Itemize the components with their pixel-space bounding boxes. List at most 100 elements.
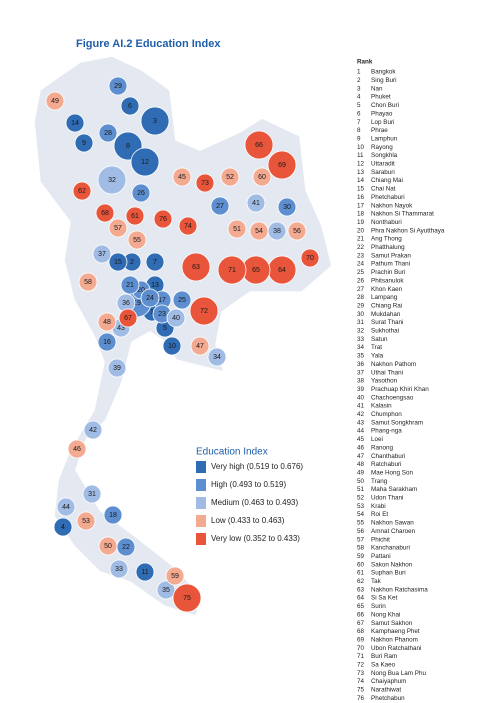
province [120,275,140,295]
rank-number: 70 [357,645,365,652]
province-rank-label: 40 [172,315,180,322]
rank-number: 64 [357,595,365,602]
province-rank-label: 19 [133,300,141,307]
province-name: Phitsanulok [371,277,404,284]
province [109,559,129,579]
province-rank-label: 68 [101,210,109,217]
province-rank-label: 48 [103,319,111,326]
rank-number: 36 [357,361,365,368]
province [195,173,215,193]
province-name: Ratchaburi [371,461,401,468]
province-rank-label: 15 [114,259,122,266]
legend-label: Very high (0.519 to 0.676) [211,462,303,471]
rank-number: 11 [357,152,364,159]
province-rank-label: 58 [84,279,92,286]
province [172,290,192,310]
province-rank-label: 46 [73,446,81,453]
province-rank-label: 16 [103,339,111,346]
rank-number: 3 [357,85,361,92]
rank-number: 23 [357,252,365,259]
province-name: Yasothon [371,378,398,385]
legend-label: Very low (0.352 to 0.433) [211,534,300,543]
legend-swatch [196,533,206,545]
rank-number: 41 [357,403,365,410]
province-name: Nakhon Pathom [371,361,416,368]
legend-label: Low (0.433 to 0.463) [211,516,285,525]
rank-number: 65 [357,603,365,610]
rank-number: 28 [357,294,365,301]
province [108,218,128,238]
province-rank-label: 76 [159,216,167,223]
province-name: Nonthaburi [371,219,402,226]
province-name: Si Sa Ket [371,595,398,602]
province-name: Loei [371,436,383,443]
province-rank-label: 21 [126,282,134,289]
province-rank-label: 64 [278,267,286,274]
province-name: Maha Sarakham [371,486,417,493]
province-name: Phang-nga [371,428,402,435]
province [207,347,227,367]
province-rank-label: 63 [192,264,200,271]
province [98,123,118,143]
rank-number: 9 [357,135,361,142]
rank-number: 58 [357,545,365,552]
province-rank-label: 55 [133,237,141,244]
rank-number: 33 [357,336,365,343]
province [165,566,185,586]
rank-number: 17 [357,202,365,209]
rank-number: 40 [357,394,365,401]
rank-number: 16 [357,194,365,201]
rank-number: 32 [357,328,365,335]
province [97,165,127,195]
province [210,196,230,216]
province [131,183,151,203]
province [244,130,274,160]
province-name: Chiang Rai [371,302,402,309]
province-rank-label: 10 [168,343,176,350]
province-rank-label: 66 [255,142,263,149]
rank-number: 54 [357,511,365,518]
province-rank-label: 72 [200,308,208,315]
province [97,332,117,352]
rank-number: 74 [357,678,365,685]
rank-number: 50 [357,478,365,485]
province [172,583,202,613]
province [189,296,219,326]
province-rank-label: 35 [162,587,170,594]
province-rank-label: 41 [252,200,260,207]
province-name: Lop Buri [371,119,394,126]
province [217,255,247,285]
rank-number: 7 [357,119,361,126]
province-name: Lampang [371,294,398,301]
province-rank-label: 17 [158,297,166,304]
province-rank-label: 51 [233,226,241,233]
province-name: Nakhon Phanom [371,636,418,643]
province-name: Chachoengsao [371,394,414,401]
province-name: Udon Thani [371,495,403,502]
province-name: Krabi [371,503,386,510]
ranking-list: 1 Bangkok 2 Sing Buri 3 Nan 4 Phuket 5 Chon Buri 6… [357,69,445,702]
province-rank-label: 37 [98,251,106,258]
rank-number: 5 [357,102,361,109]
ranking-header: Rank [357,59,373,66]
legend-label: High (0.493 to 0.519) [211,480,286,489]
rank-number: 76 [357,695,365,702]
province-rank-label: 27 [216,203,224,210]
province-name: Phichit [371,536,390,543]
province-rank-label: 14 [71,120,79,127]
legend-swatch [196,479,206,491]
province-rank-label: 1 [150,309,154,316]
rank-number: 67 [357,620,365,627]
legend-swatch [196,461,206,473]
province-rank-label: 25 [178,297,186,304]
province-name: Sukhothai [371,328,399,335]
province-rank-label: 2 [130,259,134,266]
rank-number: 19 [357,219,365,226]
province [118,308,138,328]
province [246,193,266,213]
legend-swatch [196,497,206,509]
rank-number: 60 [357,561,365,568]
province-name: Nan [371,85,383,92]
province [67,439,87,459]
